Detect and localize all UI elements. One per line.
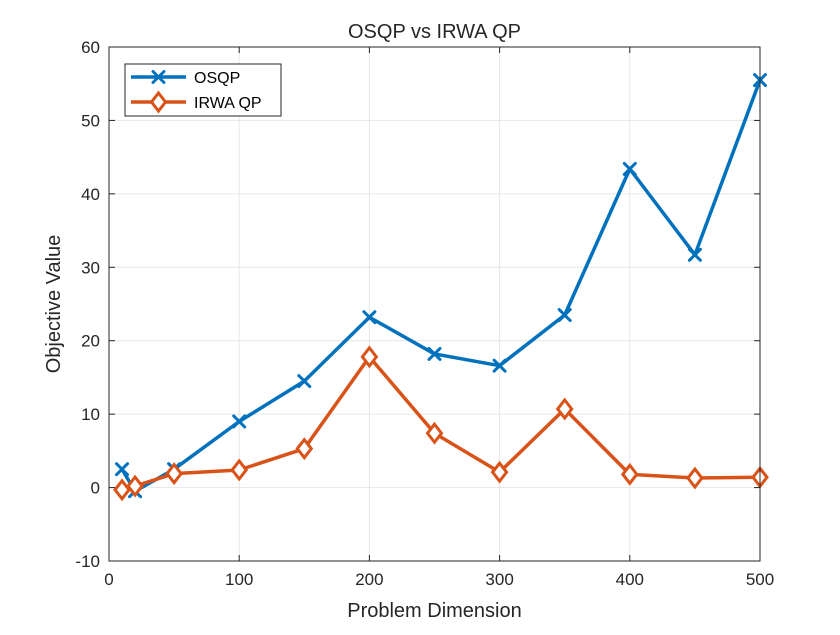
x-tick-label: 300 xyxy=(485,570,513,589)
data-point-marker xyxy=(295,437,314,461)
data-point-marker xyxy=(297,374,312,389)
data-point-marker xyxy=(230,458,249,482)
y-tick-label: 50 xyxy=(81,111,100,130)
y-tick-label: 60 xyxy=(81,38,100,57)
data-point-marker xyxy=(232,414,247,429)
y-tick-labels: -10 0 10 20 30 40 50 60 xyxy=(75,38,100,571)
x-axis-label: Problem Dimension xyxy=(347,600,522,622)
data-point-marker xyxy=(126,474,144,498)
data-point-marker xyxy=(362,310,377,325)
x-tick-labels: 0 100 200 300 400 500 xyxy=(104,570,774,589)
series-layer xyxy=(113,73,769,502)
chart-title: OSQP vs IRWA QP xyxy=(348,21,521,43)
legend-entry: IRWA QP xyxy=(131,90,262,114)
legend-label: IRWA QP xyxy=(194,95,262,112)
tick-marks xyxy=(108,46,761,562)
x-tick-label: 400 xyxy=(616,570,644,589)
y-tick-label: -10 xyxy=(75,552,100,571)
data-point-marker xyxy=(490,460,509,484)
plot-frame xyxy=(108,46,761,562)
y-tick-label: 20 xyxy=(81,332,100,351)
x-tick-label: 500 xyxy=(746,570,774,589)
data-point-marker xyxy=(557,308,572,323)
data-point-marker xyxy=(685,466,704,490)
legend: OSQP IRWA QP xyxy=(124,63,282,117)
x-tick-label: 0 xyxy=(104,570,113,589)
legend-box xyxy=(124,63,282,117)
x-tick-label: 200 xyxy=(355,570,383,589)
x-tick-label: 100 xyxy=(225,570,253,589)
legend-swatch-marker xyxy=(149,90,168,114)
plot-area xyxy=(109,47,760,561)
data-point-marker xyxy=(115,462,130,477)
y-tick-label: 40 xyxy=(81,185,100,204)
data-point-marker xyxy=(427,346,442,361)
data-point-marker xyxy=(165,462,184,486)
data-point-marker xyxy=(620,462,639,486)
legend-swatch-marker xyxy=(151,70,166,84)
data-point-marker xyxy=(555,397,574,421)
y-tick-label: 0 xyxy=(91,479,100,498)
series-irwa-qp xyxy=(113,345,769,502)
data-point-marker xyxy=(622,161,637,176)
legend-entry: OSQP xyxy=(131,70,240,87)
y-tick-label: 10 xyxy=(81,405,100,424)
y-axis-label: Objective Value xyxy=(43,235,65,374)
data-point-marker xyxy=(687,247,702,262)
data-point-marker xyxy=(425,421,444,445)
y-tick-label: 30 xyxy=(81,258,100,277)
data-point-marker xyxy=(492,358,507,373)
data-point-marker xyxy=(360,345,379,369)
legend-entries: OSQP IRWA QP xyxy=(131,70,262,114)
legend-label: OSQP xyxy=(194,70,240,87)
